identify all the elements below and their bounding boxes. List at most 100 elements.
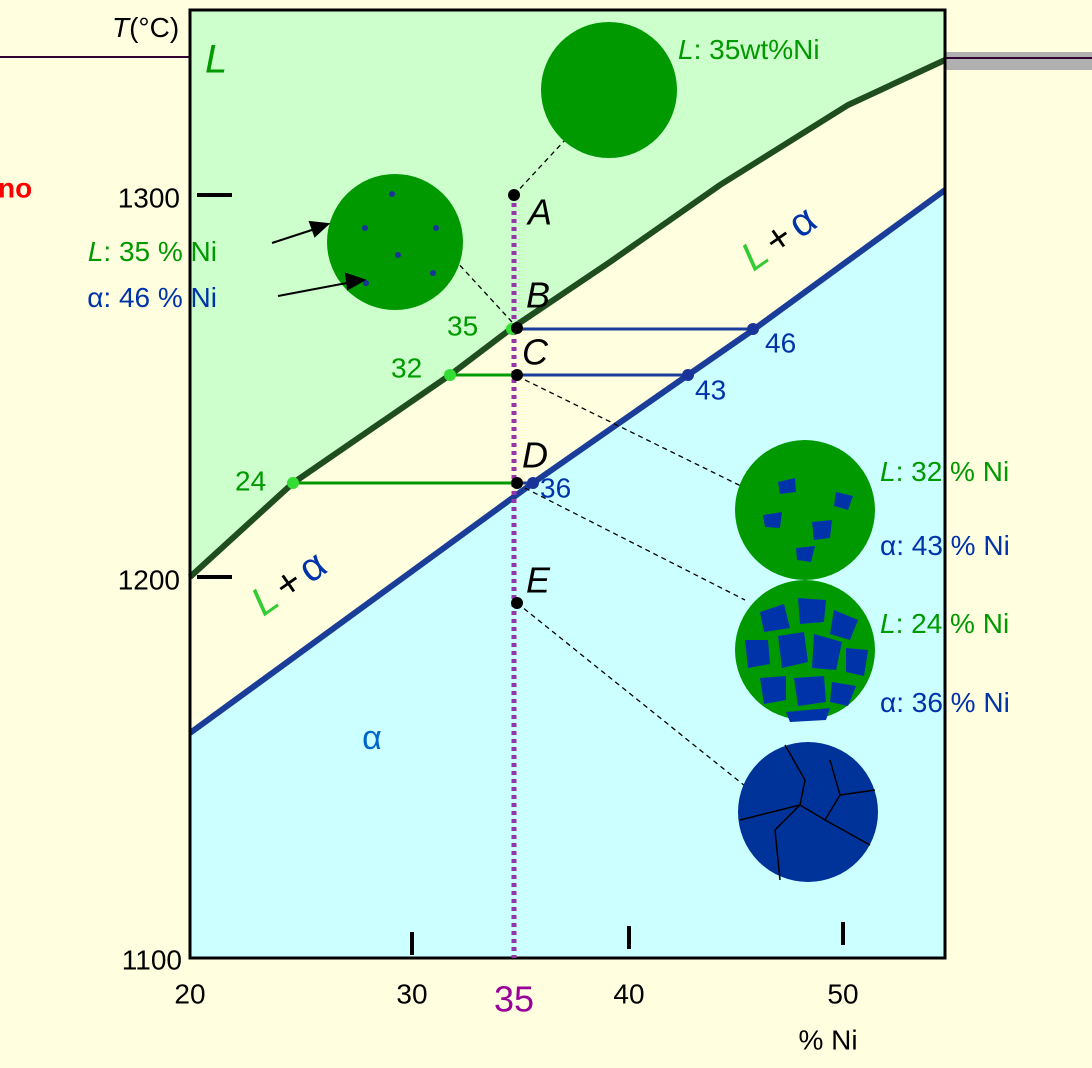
text-part: α (87, 282, 103, 313)
shape (763, 512, 782, 528)
text-part: α (880, 687, 896, 718)
tie-value: 32 (391, 352, 422, 383)
shape (846, 648, 868, 676)
text-part: T (112, 12, 131, 43)
composition-label: 35 (494, 979, 534, 1020)
y-tick-label: 1200 (118, 564, 180, 595)
shape (389, 191, 395, 197)
tie-end (682, 369, 694, 381)
micro-nuclei (327, 174, 463, 310)
tie-value: 46 (765, 327, 796, 358)
shape (834, 492, 853, 510)
liquid-region (190, 10, 945, 577)
text-part: (°C) (129, 12, 179, 43)
text-part: α (880, 530, 896, 561)
y-axis-title: T(°C) (112, 12, 179, 43)
shape (433, 225, 439, 231)
shape (799, 759, 841, 822)
text-part: L (678, 34, 694, 65)
shape (794, 676, 826, 706)
grain-boundaries (739, 744, 876, 881)
x-tick-label: 30 (396, 978, 427, 1009)
tie-end (287, 477, 299, 489)
point (508, 189, 520, 201)
shape (739, 744, 806, 821)
text-part: : 46 % Ni (103, 282, 217, 313)
shape (430, 270, 436, 276)
shape (812, 634, 842, 670)
shape (798, 598, 826, 624)
tie-value: 35 (447, 310, 478, 341)
shape (271, 227, 319, 244)
tie-value: 43 (695, 374, 726, 405)
text-part: : 35wt%Ni (694, 34, 820, 65)
shape (395, 252, 401, 258)
point (511, 322, 523, 334)
micro-label: α: 36 % Ni (880, 687, 1010, 718)
shape (308, 220, 331, 238)
shape (824, 819, 871, 846)
shape (830, 682, 856, 706)
shape (774, 804, 801, 881)
point-label: D (522, 435, 548, 476)
text-part: : 32 % Ni (896, 456, 1010, 487)
shape (778, 632, 808, 668)
note: L: 35 % Ni (88, 236, 217, 267)
micro-label: α: 43 % Ni (880, 530, 1010, 561)
shape (745, 640, 770, 668)
shape (277, 281, 353, 297)
point-label: E (526, 560, 551, 601)
leader (513, 139, 566, 196)
shape (812, 520, 832, 540)
header-bar (945, 52, 1092, 70)
leader (516, 483, 746, 601)
x-tick-label: 40 (613, 978, 644, 1009)
shape (786, 708, 830, 722)
leader (516, 602, 751, 791)
tie-end (527, 477, 539, 489)
y-tick-label: 1100 (122, 944, 182, 975)
liquidus (187, 57, 947, 580)
tie-value: 24 (235, 465, 266, 496)
text-part: : 36 % Ni (896, 687, 1010, 718)
text-part: L (88, 236, 104, 267)
region-label: L (205, 38, 227, 82)
point (511, 477, 523, 489)
point-label: B (526, 275, 550, 316)
region-label: L+α (733, 197, 824, 279)
x-tick-label: 50 (827, 978, 858, 1009)
region-label: L+α (243, 542, 334, 624)
x-tick-label: 20 (174, 978, 205, 1009)
text-part: : 24 % Ni (896, 608, 1010, 639)
point (511, 597, 523, 609)
micro-label: L: 24 % Ni (880, 608, 1009, 639)
text-part: : 43 % Ni (896, 530, 1010, 561)
micro-label: L: 32 % Ni (880, 456, 1009, 487)
text-part: L (880, 608, 896, 639)
point-label: C (522, 332, 549, 373)
plot-frame (188, 8, 947, 960)
y-tick-label: 1300 (118, 182, 180, 213)
shape (796, 546, 815, 562)
shape (362, 225, 368, 231)
x-axis-title: % Ni (798, 1024, 857, 1055)
note: α: 46 % Ni (87, 282, 217, 313)
cut-text: no (0, 172, 32, 203)
micro-c (735, 440, 875, 580)
shape (760, 604, 790, 632)
point-label: A (526, 192, 552, 233)
solid-grains (763, 478, 853, 562)
shape (760, 676, 786, 704)
region-label: α (362, 719, 382, 757)
tie-value: 36 (540, 472, 571, 503)
shape (344, 272, 367, 291)
micro-e (738, 742, 878, 882)
micro-label: L: 35wt%Ni (678, 34, 820, 65)
nuclei (362, 191, 439, 286)
shape (363, 280, 369, 286)
micro-liquid (541, 22, 677, 158)
shape (839, 789, 876, 796)
shape (778, 478, 796, 494)
tie-end (747, 323, 759, 335)
